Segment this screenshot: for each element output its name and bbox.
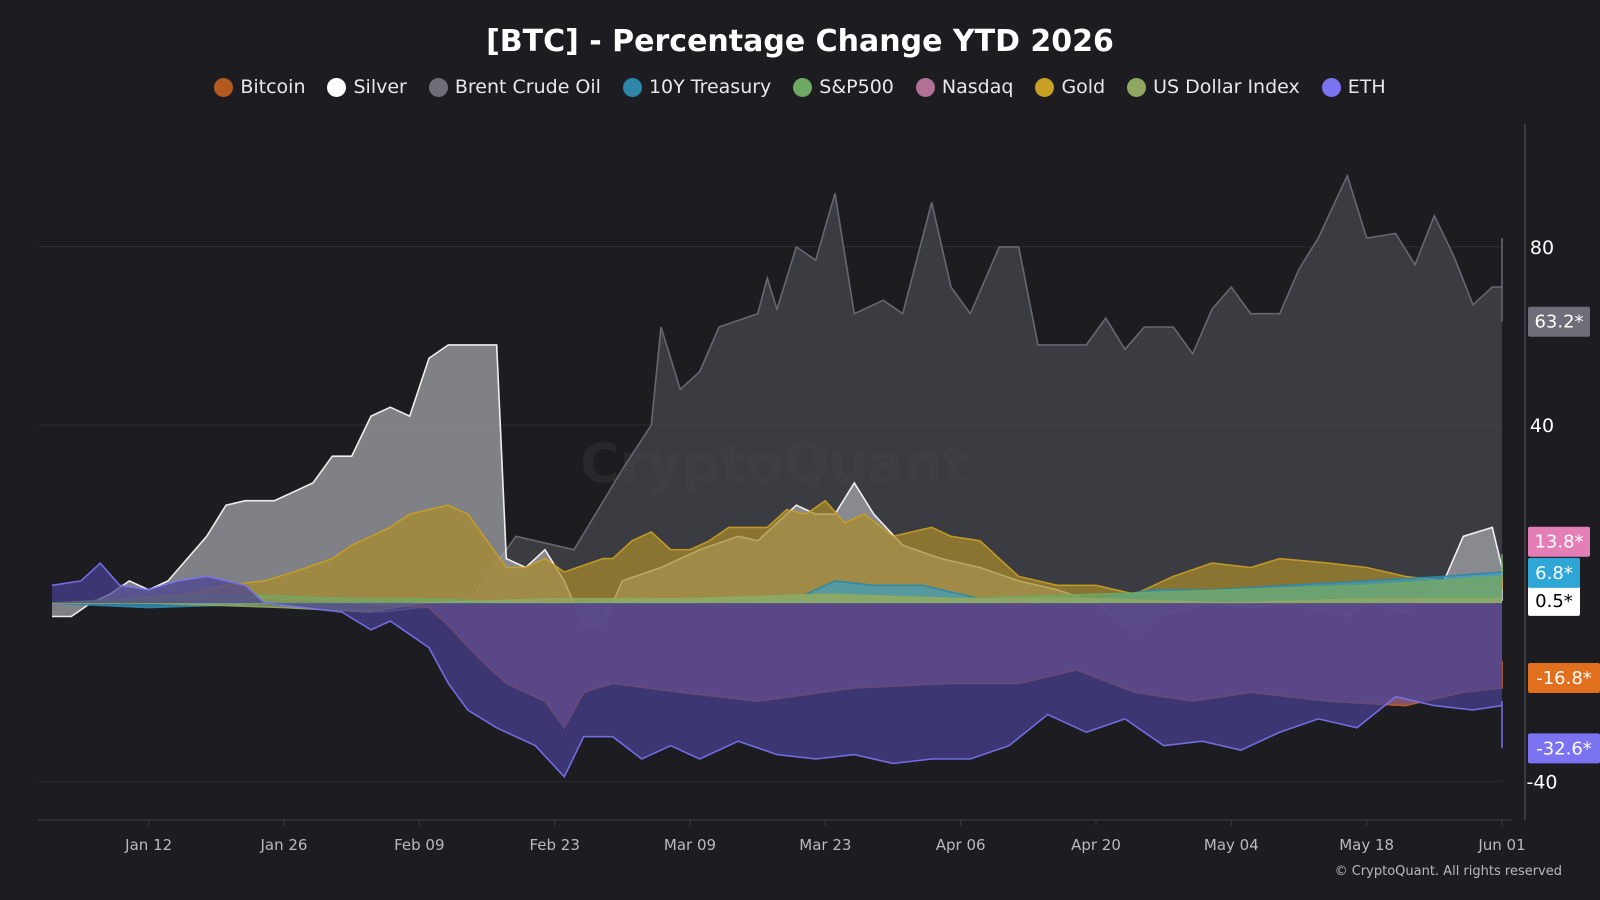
legend-dot-10y-treasury xyxy=(622,77,642,97)
line-gold xyxy=(51,499,1503,604)
badge-bitcoin xyxy=(1528,662,1600,693)
legend-label-sp500: S&P500 xyxy=(819,76,894,98)
line-eth xyxy=(51,561,1503,779)
legend-item-sp500[interactable]: S&P500 xyxy=(793,76,894,98)
legend-label-nasdaq: Nasdaq xyxy=(941,76,1014,98)
legend-item-silver[interactable]: Silver xyxy=(327,76,407,98)
legend-dot-us-dollar-index xyxy=(1127,77,1147,97)
badge-nasdaq xyxy=(1528,526,1590,557)
xtick-label-feb-09: Feb 09 xyxy=(394,836,444,854)
badge-label-bitcoin: -16.8* xyxy=(1536,668,1592,689)
chart-title: [BTC] - Percentage Change YTD 2026 xyxy=(486,24,1114,59)
legend-item-10y-treasury[interactable]: 10Y Treasury xyxy=(622,76,772,98)
legend-item-gold[interactable]: Gold xyxy=(1035,76,1105,98)
xtick-label-mar-09: Mar 09 xyxy=(664,836,716,854)
area-eth xyxy=(52,563,1502,777)
area-gold xyxy=(52,500,1502,604)
legend-item-us-dollar-index[interactable]: US Dollar Index xyxy=(1127,76,1300,98)
axis-layer: 80 40 -40 Jan 12 Jan 26 Feb 09 Feb 23 Mar 09 Mar… xyxy=(38,124,1558,854)
legend-dot-sp500 xyxy=(793,77,813,97)
xtick-label-jan-12: Jan 12 xyxy=(124,836,172,854)
legend-dot-bitcoin xyxy=(214,77,234,97)
legend-dot-silver xyxy=(327,77,347,97)
legend-dot-eth xyxy=(1321,77,1341,97)
badge-label-nasdaq: 13.8* xyxy=(1534,532,1583,553)
chart-legend: Bitcoin Silver Brent Crude Oil 10Y Treas… xyxy=(0,76,1600,98)
legend-label-bitcoin: Bitcoin xyxy=(240,76,306,98)
xtick-label-may-18: May 18 xyxy=(1339,836,1394,854)
legend-item-eth[interactable]: ETH xyxy=(1321,76,1386,98)
xtick-label-jun-01: Jun 01 xyxy=(1477,836,1525,854)
badge-label-10y-treasury: 6.8* xyxy=(1535,563,1573,584)
ytick-label-40: 40 xyxy=(1530,415,1554,437)
xtick-label-may-04: May 04 xyxy=(1204,836,1259,854)
badge-10y-treasury xyxy=(1528,557,1580,588)
legend-label-us-dollar-index: US Dollar Index xyxy=(1153,76,1300,98)
line-brent-crude-oil xyxy=(52,173,1503,613)
legend-label-silver: Silver xyxy=(353,76,407,98)
area-brent-crude-oil xyxy=(52,175,1502,613)
copyright-notice: © CryptoQuant. All rights reserved xyxy=(1334,864,1562,879)
legend-item-brent-crude-oil[interactable]: Brent Crude Oil xyxy=(428,76,601,98)
legend-item-bitcoin[interactable]: Bitcoin xyxy=(214,76,305,98)
legend-dot-gold xyxy=(1035,77,1055,97)
badge-label-brent-crude-oil: 63.2* xyxy=(1534,312,1583,333)
legend-label-brent-crude-oil: Brent Crude Oil xyxy=(454,76,601,98)
legend-dot-nasdaq xyxy=(915,77,935,97)
badge-brent-crude-oil xyxy=(1528,306,1590,337)
legend-label-gold: Gold xyxy=(1061,76,1106,98)
badge-label-silver: 0.5* xyxy=(1535,591,1573,612)
xtick-label-feb-23: Feb 23 xyxy=(529,836,579,854)
ytick-label-80: 80 xyxy=(1530,237,1554,259)
badge-eth xyxy=(1528,733,1600,764)
badge-layer: 63.2* 0.5* 13.8* -16.8* 6.8* -32.6* xyxy=(1528,306,1600,764)
badge-silver xyxy=(1528,585,1580,616)
badge-label-eth: -32.6* xyxy=(1536,738,1592,759)
legend-label-10y-treasury: 10Y Treasury xyxy=(648,76,772,98)
xtick-label-mar-23: Mar 23 xyxy=(799,836,851,854)
xtick-label-jan-26: Jan 26 xyxy=(260,836,308,854)
area-layer xyxy=(51,173,1503,779)
xtick-label-apr-20: Apr 20 xyxy=(1071,836,1121,854)
ytick-label--40: -40 xyxy=(1526,771,1557,793)
legend-label-eth: ETH xyxy=(1347,76,1386,98)
legend-item-nasdaq[interactable]: Nasdaq xyxy=(915,76,1014,98)
legend-dot-brent-crude-oil xyxy=(428,77,448,97)
xtick-label-apr-06: Apr 06 xyxy=(936,836,986,854)
